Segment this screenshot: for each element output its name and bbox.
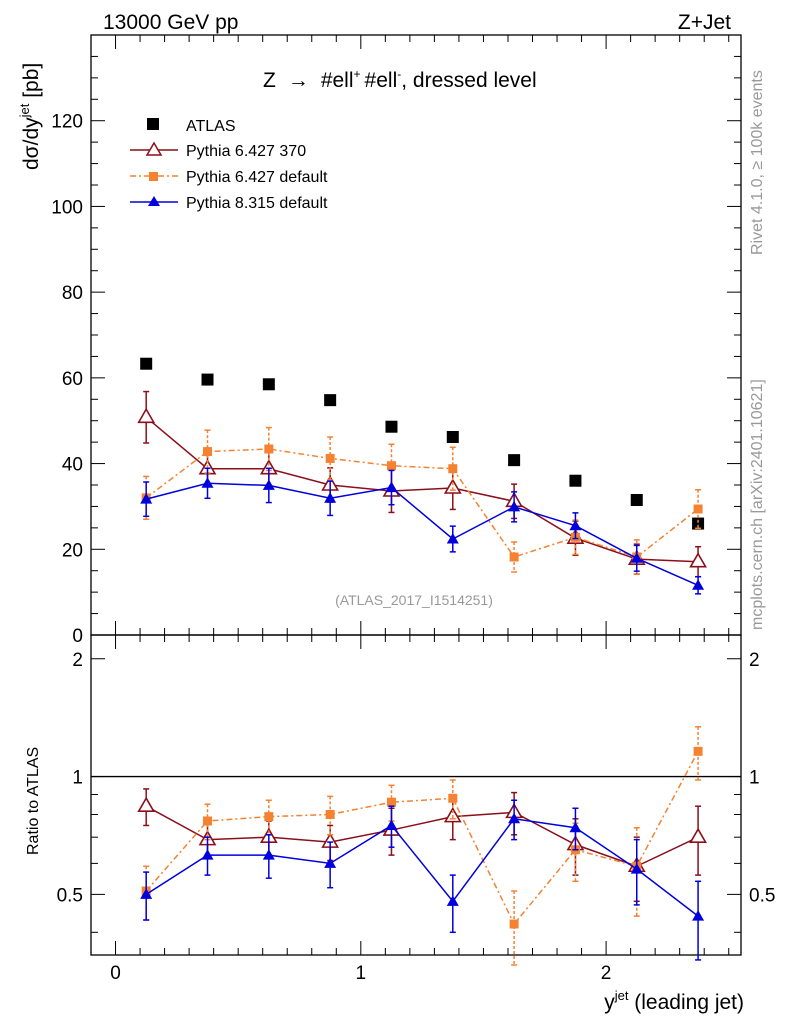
legend-label-py6-370: Pythia 6.427 370 [186,143,306,160]
legend-label-atlas: ATLAS [186,118,236,135]
ratio-line-pythia-6-427-370 [145,805,699,868]
main-point-pythia-6-427-default [386,461,396,471]
main-point-pythia-6-427-370 [689,552,707,568]
ratio-point-pythia-8-315-default [508,812,521,824]
y-tick-label-main: 100 [51,197,83,218]
main-point-pythia-8-315-default [201,477,214,488]
ratio-series-pythia-6-427-default [141,726,703,966]
ratio-point-pythia-6-427-370 [137,796,156,813]
y-tick-label-ratio: 0.5 [57,885,83,906]
mcplots-label: mcplots.cern.ch [arXiv:2401.10621] [749,379,766,630]
main-point-pythia-6-427-370 [443,478,462,494]
y-tick-label-main: 80 [62,283,83,304]
main-point-pythia-6-427-default [448,464,458,474]
y-tick-label-main: 20 [62,540,83,561]
ratio-point-pythia-8-315-default [324,857,337,868]
ratio-point-pythia-8-315-default [446,895,459,906]
ratio-point-pythia-6-427-default [693,746,703,756]
legend-marker-py6-370 [145,141,163,156]
y-tick-label-main: 40 [62,455,83,476]
y-tick-label-ratio: 1 [72,768,83,789]
main-point-atlas [385,420,398,433]
main-point-atlas [569,474,582,487]
legend-marker-py8 [148,196,160,206]
ratio-point-pythia-6-427-370 [689,827,707,843]
ratio-line-pythia-6-427-default [145,750,699,926]
ratio-point-pythia-8-315-default [630,863,643,874]
ratio-point-pythia-6-427-default [386,797,396,807]
main-point-atlas [201,373,214,386]
x-tick-label: 1 [356,963,367,984]
main-line-pythia-6-427-370 [145,416,699,563]
main-point-atlas [692,517,705,530]
rivet-label: Rivet 4.1.0, ≥ 100k events [749,70,766,255]
legend-marker-py6-default [149,172,158,181]
main-point-atlas [324,394,337,407]
ratio-point-pythia-6-427-default [264,812,274,822]
main-point-pythia-8-315-default [446,533,459,544]
main-point-atlas [262,378,275,391]
y-tick-label-main: 0 [72,626,83,647]
main-point-pythia-8-315-default [508,500,521,512]
y-tick-label-ratio-right: 0.5 [749,885,775,906]
main-point-pythia-8-315-default [324,492,337,503]
main-point-atlas [508,454,521,467]
main-point-pythia-8-315-default [385,481,398,493]
main-point-pythia-8-315-default [692,579,705,590]
legend-label-py8: Pythia 8.315 default [186,195,328,212]
main-point-pythia-6-427-370 [137,407,156,424]
legend-label-py6-default: Pythia 6.427 default [186,169,328,186]
y-tick-label-main: 120 [51,112,83,133]
main-line-pythia-6-427-default [145,448,699,558]
x-tick-label: 0 [110,963,121,984]
ratio-panel-frame [90,634,742,956]
main-point-pythia-6-427-default [325,453,335,463]
header-right: Z+Jet [678,11,731,34]
header-left: 13000 GeV pp [103,11,238,34]
ratio-point-pythia-6-427-default [509,919,519,929]
ratio-point-pythia-8-315-default [692,910,705,921]
analysis-watermark: (ATLAS_2017_I1514251) [335,592,493,608]
main-point-atlas [446,431,459,443]
main-point-pythia-8-315-default [630,552,643,563]
main-series-pythia-8-315-default [140,467,705,595]
ratio-point-pythia-8-315-default [385,819,398,830]
ratio-point-pythia-6-427-default [448,793,458,803]
main-point-pythia-8-315-default [262,479,275,490]
ratio-point-pythia-6-427-default [325,809,335,819]
ratio-series-pythia-6-427-370 [137,788,707,903]
ratio-line-pythia-8-315-default [145,817,699,917]
main-point-pythia-6-427-default [203,447,213,457]
ratio-point-pythia-6-427-default [203,816,213,826]
ratio-y-axis-label: Ratio to ATLAS [25,747,42,855]
x-axis-label: yjet (leading jet) [604,988,744,1014]
main-point-pythia-6-427-default [509,552,519,562]
y-axis-label: dσ/dyjet [pb] [17,63,43,170]
main-point-pythia-8-315-default [140,493,153,504]
main-point-pythia-8-315-default [569,519,582,531]
plot-title: Z → #ell+ #ell-, dressed level [263,67,537,92]
x-tick-label: 2 [601,963,612,984]
ratio-series-pythia-8-315-default [140,799,705,961]
main-point-atlas [630,494,643,506]
legend-marker-atlas [147,118,159,130]
y-tick-label-ratio-right: 1 [749,768,760,789]
ratio-point-pythia-8-315-default [262,849,275,860]
main-point-pythia-6-427-default [264,444,274,454]
y-tick-label-ratio: 2 [72,650,83,671]
main-line-pythia-8-315-default [146,482,699,586]
y-tick-label-ratio-right: 2 [749,650,760,671]
ratio-point-pythia-8-315-default [140,888,153,899]
main-point-atlas [140,357,153,370]
ratio-point-pythia-8-315-default [201,849,214,860]
legend: ATLAS Pythia 6.427 370 Pythia 6.427 defa… [130,118,328,212]
main-point-pythia-6-427-default [693,504,703,514]
main-series-atlas [140,357,705,530]
ratio-point-pythia-8-315-default [569,821,582,833]
y-tick-label-main: 60 [62,369,83,390]
